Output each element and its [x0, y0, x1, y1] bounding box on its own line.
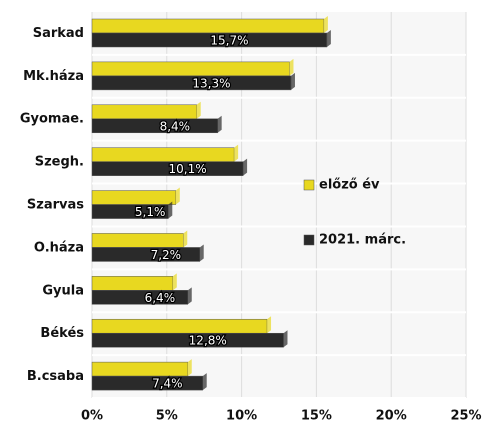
legend-label: 2021. márc.: [319, 233, 406, 248]
bar-side: [196, 101, 201, 119]
x-tick-label: 0%: [81, 409, 103, 424]
y-tick-label: Gyomae.: [20, 112, 84, 127]
data-label: 8,4%: [160, 119, 191, 133]
bar: [91, 247, 200, 262]
data-label: 5,1%: [135, 205, 166, 219]
x-tick-label: 25%: [450, 409, 481, 424]
y-tick-label: Szarvas: [27, 198, 84, 213]
data-label: 13,3%: [192, 76, 230, 90]
bar: [91, 190, 177, 205]
bar-side: [175, 187, 180, 205]
bar: [91, 104, 197, 120]
bar: [91, 276, 174, 291]
bar-side: [199, 244, 204, 262]
bar-side: [168, 201, 173, 219]
y-tick-label: B.csaba: [27, 369, 84, 384]
bar-side: [187, 287, 192, 305]
data-label: 12,8%: [189, 334, 227, 348]
bar: [91, 204, 169, 219]
bar: [91, 361, 188, 377]
bar: [91, 318, 268, 334]
bar-side: [323, 16, 328, 33]
data-label: 15,7%: [210, 34, 248, 48]
bar-side: [289, 58, 294, 76]
bar-side: [267, 316, 272, 334]
bar: [91, 233, 184, 248]
x-tick-label: 20%: [376, 409, 407, 424]
bar: [91, 18, 325, 34]
bar: [91, 118, 218, 134]
data-label: 7,4%: [152, 377, 183, 391]
bar-side: [234, 144, 239, 162]
bar-side: [202, 373, 207, 391]
data-label: 10,1%: [168, 162, 206, 176]
bar-side: [172, 273, 177, 291]
y-tick-label: O.háza: [34, 240, 84, 255]
x-tick-label: 10%: [226, 409, 257, 424]
bar-side: [217, 115, 222, 133]
y-tick-label: Mk.háza: [23, 69, 84, 84]
legend-swatch: [303, 179, 315, 191]
data-label: 6,4%: [145, 291, 176, 305]
y-tick-label: Sarkad: [33, 26, 84, 41]
bar-side: [183, 230, 188, 248]
y-tick-label: Békés: [40, 326, 84, 341]
bar-side: [283, 330, 288, 348]
bar: [91, 61, 290, 77]
bar-side: [290, 72, 295, 90]
bar: [91, 375, 203, 391]
y-tick-label: Szegh.: [35, 155, 84, 170]
y-tick-label: Gyula: [42, 283, 84, 298]
bar-side: [243, 158, 248, 176]
x-tick-label: 5%: [156, 409, 178, 424]
bar-side: [187, 359, 192, 377]
bar: [91, 147, 235, 162]
bar-side: [326, 30, 331, 47]
legend-label: előző év: [319, 178, 380, 193]
data-label: 7,2%: [151, 248, 182, 262]
legend-swatch: [303, 234, 315, 246]
x-tick-label: 15%: [301, 409, 332, 424]
